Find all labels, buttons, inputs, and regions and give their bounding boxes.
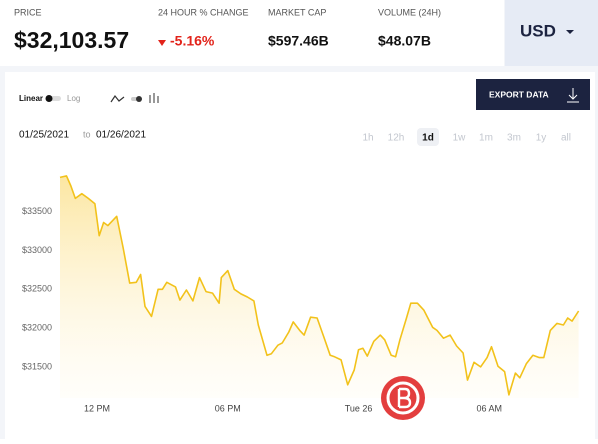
- date-from[interactable]: 01/25/2021: [19, 130, 69, 141]
- watermark: [381, 376, 425, 420]
- x-tick-label: 06 AM: [477, 403, 503, 413]
- range-button[interactable]: 1y: [536, 133, 547, 144]
- x-tick-label: 12 PM: [84, 403, 110, 413]
- y-tick-label: $32000: [22, 322, 52, 332]
- log-option[interactable]: Log: [67, 94, 80, 103]
- stats-bar: [0, 0, 504, 66]
- caret: [566, 30, 574, 34]
- area-fill: [60, 175, 579, 398]
- range-active-bg[interactable]: [417, 128, 439, 146]
- y-tick-label: $33500: [22, 206, 52, 216]
- x-tick-label: 06 PM: [215, 403, 241, 413]
- market-cap: $597.46B: [268, 33, 329, 49]
- download-icon: [567, 88, 579, 103]
- down-arrow: [158, 40, 166, 46]
- export-label[interactable]: EXPORT DATA: [489, 89, 549, 99]
- candle-icon[interactable]: [149, 93, 159, 103]
- volume: $48.07B: [378, 33, 431, 49]
- range-button[interactable]: 12h: [388, 133, 405, 144]
- y-tick-label: $32500: [22, 284, 52, 294]
- toggle-knob: [45, 95, 53, 102]
- price-label: PRICE: [14, 7, 42, 17]
- price: $32,103.57: [14, 27, 129, 53]
- logo-b: [397, 387, 412, 409]
- range-button[interactable]: 1d: [422, 133, 434, 144]
- currency-box[interactable]: [505, 0, 598, 66]
- date-sep: to: [83, 129, 91, 139]
- volume-label: VOLUME (24H): [378, 7, 441, 17]
- range-button[interactable]: 1h: [362, 133, 373, 144]
- change-label: 24 HOUR % CHANGE: [158, 7, 249, 17]
- currency-select[interactable]: USD: [505, 0, 598, 66]
- toggle-icon-knob: [136, 96, 142, 102]
- price-line: [59, 175, 580, 396]
- x-tick-label: Tue 26: [345, 403, 373, 413]
- linear-option[interactable]: Linear: [19, 94, 43, 103]
- range-button[interactable]: 3m: [507, 133, 521, 144]
- range-button[interactable]: all: [561, 133, 571, 144]
- logo-ring: [386, 381, 420, 415]
- export-bg[interactable]: [476, 79, 590, 110]
- date-to[interactable]: 01/26/2021: [96, 130, 146, 141]
- line-icon[interactable]: [110, 94, 125, 103]
- y-tick-label: $33000: [22, 245, 52, 255]
- change: -5.16%: [170, 33, 215, 49]
- market-cap-label: MARKET CAP: [268, 7, 326, 17]
- y-tick-label: $31500: [22, 361, 52, 371]
- range-button[interactable]: 1w: [453, 133, 467, 144]
- range-button[interactable]: 1m: [479, 133, 493, 144]
- currency[interactable]: USD: [520, 21, 556, 40]
- export-button[interactable]: EXPORT DATA: [476, 79, 590, 110]
